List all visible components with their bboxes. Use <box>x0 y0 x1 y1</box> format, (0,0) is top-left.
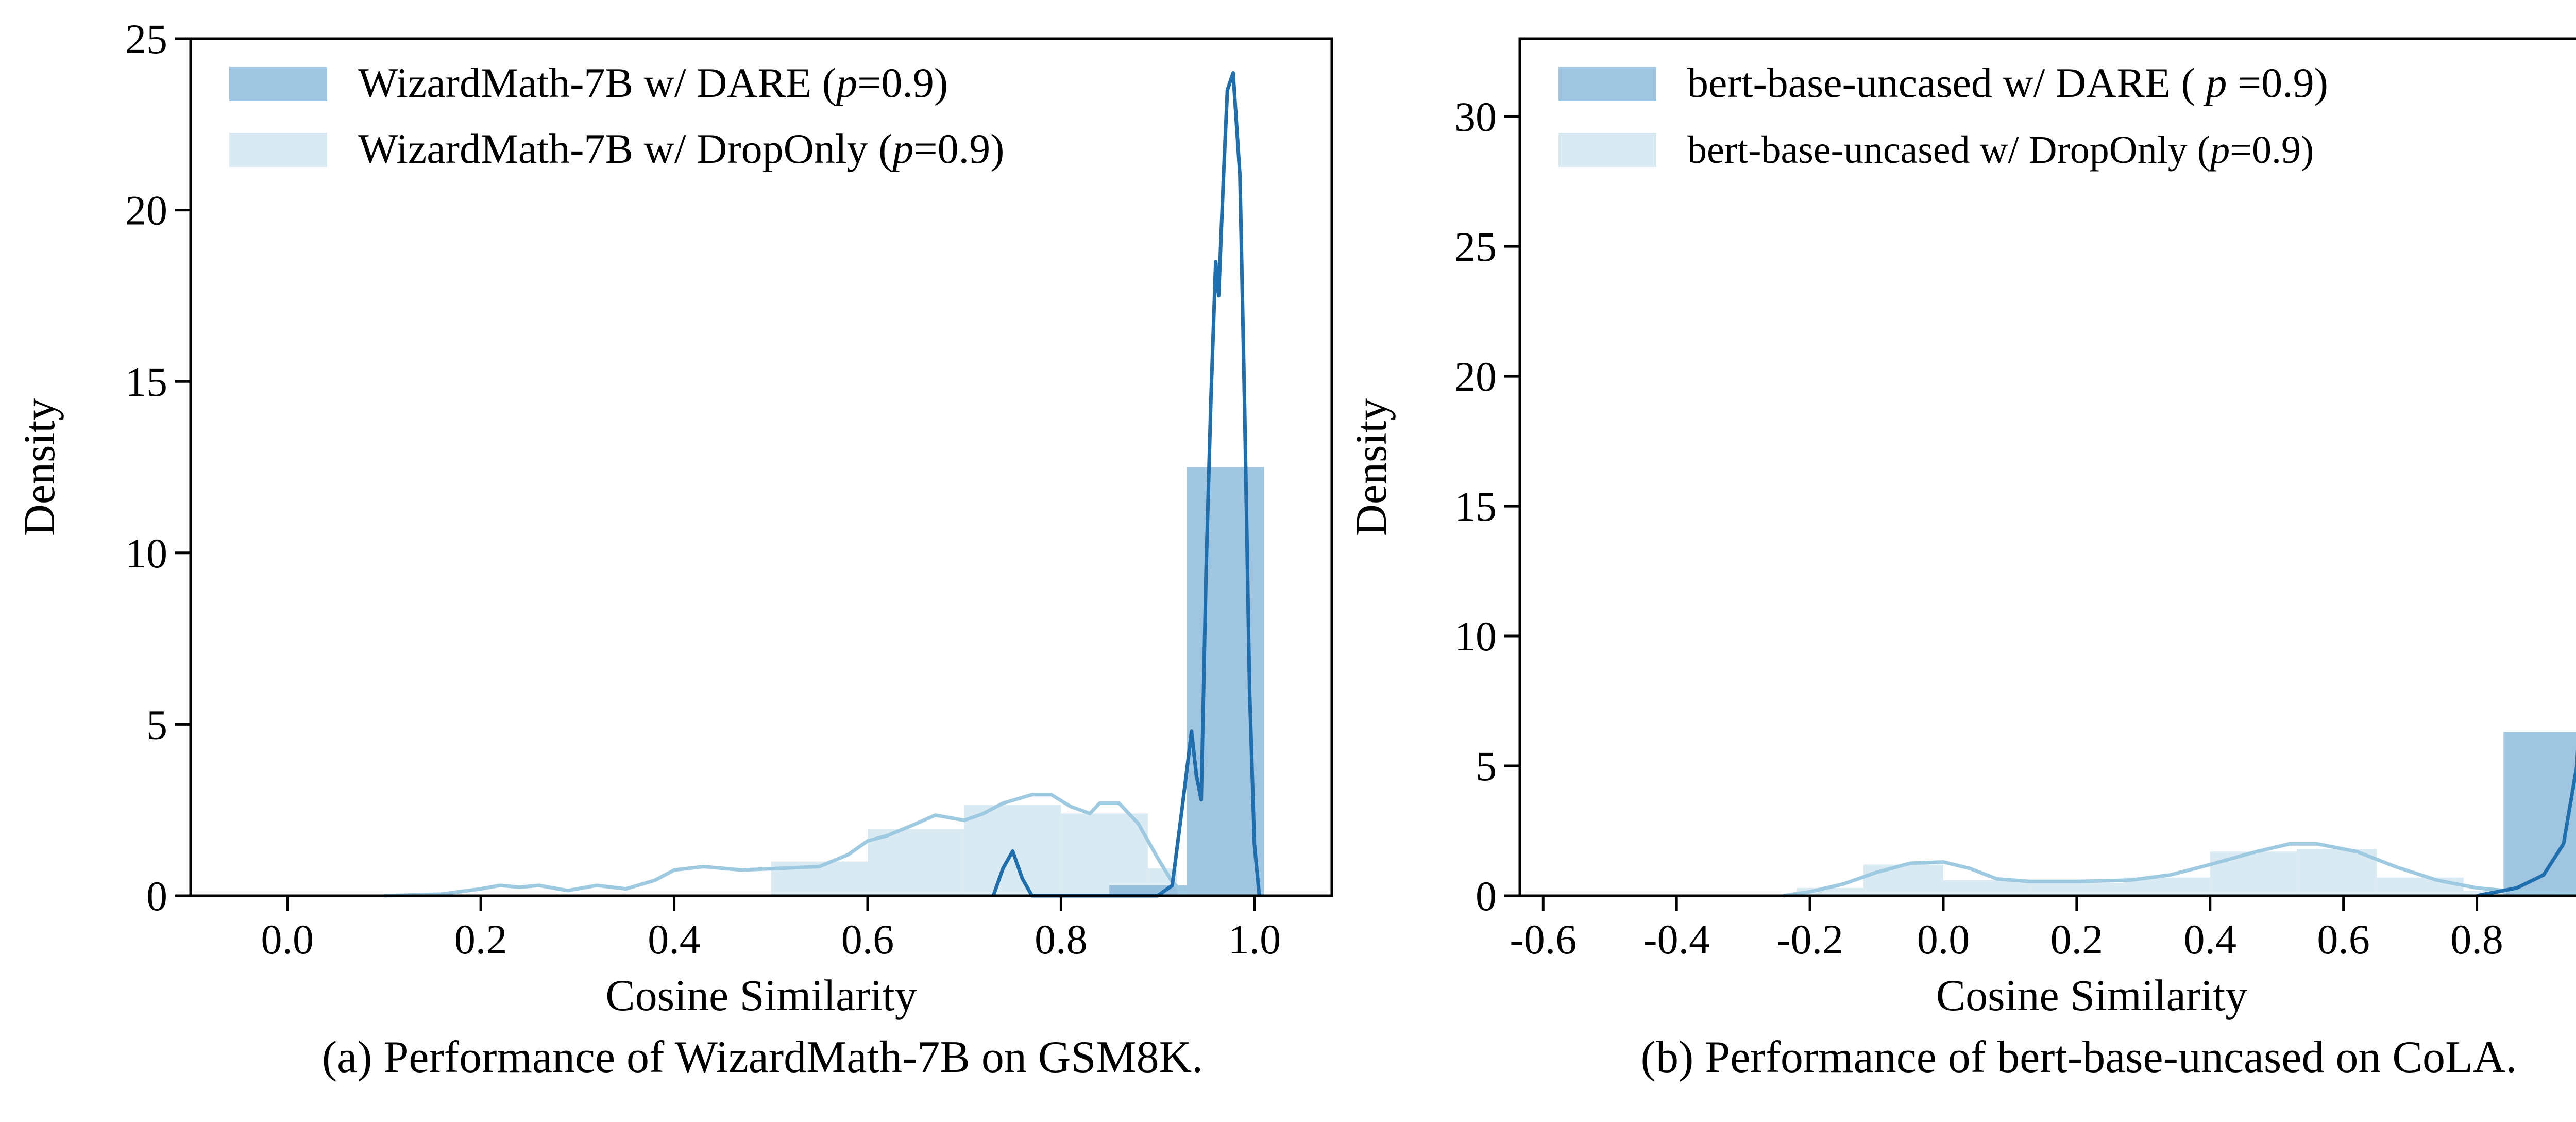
panel-b-xtick-label-4: 0.2 <box>2050 916 2104 963</box>
panel-a-legend: WizardMath-7B w/ DARE (p=0.9) WizardMath… <box>229 59 1004 172</box>
panel-b-dropout-bar-2 <box>1943 880 2030 896</box>
panel-b-histograms <box>1797 732 2576 896</box>
legend-suffix: =0.9) <box>913 125 1004 172</box>
panel-a-ytick-label-5: 25 <box>125 15 167 62</box>
panel-b: -0.6-0.4-0.20.00.20.40.60.81.00510152025… <box>1346 37 2576 1082</box>
panel-b-xtick-label-2: -0.2 <box>1776 916 1843 963</box>
panel-a-axes-frame <box>189 37 1333 897</box>
panel-a-ticks: 0.0 0.2 0.4 0.6 0.8 1.0 0 5 10 15 20 25 <box>125 15 1281 963</box>
panel-b-dropout-bar-1 <box>1863 864 1943 896</box>
legend-prefix: WizardMath-7B w/ DropOnly ( <box>358 125 892 172</box>
panel-b-dare-kde-line <box>2476 749 2576 898</box>
panel-a: 0.0 0.2 0.4 0.6 0.8 1.0 0 5 10 15 20 25 WizardMath-… <box>14 15 1333 1082</box>
panel-a-ytick-label-3: 15 <box>125 358 167 405</box>
panel-b-xtick-label-6: 0.6 <box>2317 916 2370 963</box>
legend-suffix: =0.9) <box>2227 59 2328 106</box>
panel-a-legend-label-dare: WizardMath-7B w/ DARE (p=0.9) <box>358 59 948 106</box>
panel-b-ytick-label-0: 0 <box>1476 873 1497 919</box>
panel-b-dropout-bar-6 <box>2297 849 2377 896</box>
panel-b-legend-label-dropout: bert-base-uncased w/ DropOnly (p=0.9) <box>1687 128 2314 172</box>
panel-a-ytick-label-2: 10 <box>125 530 167 577</box>
panel-b-kde-curves <box>1783 749 2576 898</box>
panel-b-legend: bert-base-uncased w/ DARE ( p =0.9) bert… <box>1558 59 2328 172</box>
panel-b-xtick-label-3: 0.0 <box>1917 916 1970 963</box>
panel-b-y-axis-title: Density <box>1346 398 1396 537</box>
panel-b-caption: (b) Performance of bert-base-uncased on … <box>1641 1032 2517 1082</box>
panel-a-legend-swatch-dare <box>229 67 327 101</box>
panel-b-ytick-label-4: 20 <box>1454 353 1497 400</box>
panel-b-legend-swatch-dare <box>1558 67 1656 101</box>
panel-a-xtick-label-5: 1.0 <box>1228 916 1281 963</box>
panel-a-xtick-label-2: 0.4 <box>648 916 701 963</box>
panel-a-dare-kde-line <box>991 71 1261 898</box>
legend-suffix: =0.9) <box>857 59 948 106</box>
panel-b-axes-frame <box>1518 37 2576 897</box>
panel-b-ytick-label-2: 10 <box>1454 613 1497 660</box>
panel-a-caption: (a) Performance of WizardMath-7B on GSM8… <box>322 1032 1203 1082</box>
panel-b-xtick-label-5: 0.4 <box>2184 916 2237 963</box>
legend-italic: p <box>2208 128 2230 172</box>
legend-suffix: =0.9) <box>2230 128 2314 172</box>
panel-b-ytick-label-3: 15 <box>1454 483 1497 530</box>
panel-b-ytick-label-5: 25 <box>1454 223 1497 270</box>
panel-a-x-axis-title: Cosine Similarity <box>605 970 917 1020</box>
panel-a-ytick-label-4: 20 <box>125 187 167 234</box>
panel-a-histograms <box>771 467 1264 896</box>
panel-a-xtick-label-3: 0.6 <box>841 916 894 963</box>
panel-b-legend-label-dare: bert-base-uncased w/ DARE ( p =0.9) <box>1687 59 2328 106</box>
legend-prefix: bert-base-uncased w/ DARE ( <box>1687 59 2206 106</box>
panel-b-dropout-kde-line <box>1783 842 2576 898</box>
panel-a-xtick-label-1: 0.2 <box>454 916 507 963</box>
panel-a-dropout-kde-line <box>384 793 1188 898</box>
legend-italic: p <box>2203 59 2227 106</box>
panel-a-ytick-label-0: 0 <box>146 873 167 919</box>
panel-a-legend-label-dropout: WizardMath-7B w/ DropOnly (p=0.9) <box>358 125 1004 172</box>
panel-a-xtick-label-0: 0.0 <box>261 916 314 963</box>
panel-b-xtick-label-7: 0.8 <box>2450 916 2503 963</box>
panel-b-xtick-label-1: -0.4 <box>1643 916 1710 963</box>
panel-b-ticks: -0.6-0.4-0.20.00.20.40.60.81.00510152025… <box>1454 93 2503 963</box>
legend-prefix: bert-base-uncased w/ DropOnly ( <box>1687 128 2210 172</box>
panel-a-dropout-bar-3 <box>1061 813 1148 896</box>
panel-b-dropout-bar-3 <box>2030 882 2124 896</box>
legend-prefix: WizardMath-7B w/ DARE ( <box>358 59 836 106</box>
legend-italic: p <box>834 59 857 106</box>
panel-b-dare-bar-0 <box>2503 732 2576 896</box>
panel-a-ytick-label-1: 5 <box>146 701 167 748</box>
panel-a-dropout-bar-1 <box>867 829 964 896</box>
panel-a-y-axis-title: Density <box>14 398 64 537</box>
panel-b-dropout-bar-5 <box>2210 851 2297 896</box>
panel-a-legend-swatch-dropout <box>229 133 327 167</box>
panel-a-kde-curves <box>384 71 1261 898</box>
legend-italic: p <box>890 125 913 172</box>
panel-b-legend-swatch-dropout <box>1558 133 1656 167</box>
panel-b-xtick-label-0: -0.6 <box>1510 916 1577 963</box>
panel-b-ytick-label-6: 30 <box>1454 93 1497 140</box>
panel-b-x-axis-title: Cosine Similarity <box>1936 970 2247 1020</box>
panel-a-xtick-label-4: 0.8 <box>1035 916 1088 963</box>
panel-b-ytick-label-1: 5 <box>1476 743 1497 790</box>
panel-b-dropout-bar-7 <box>2377 877 2464 896</box>
